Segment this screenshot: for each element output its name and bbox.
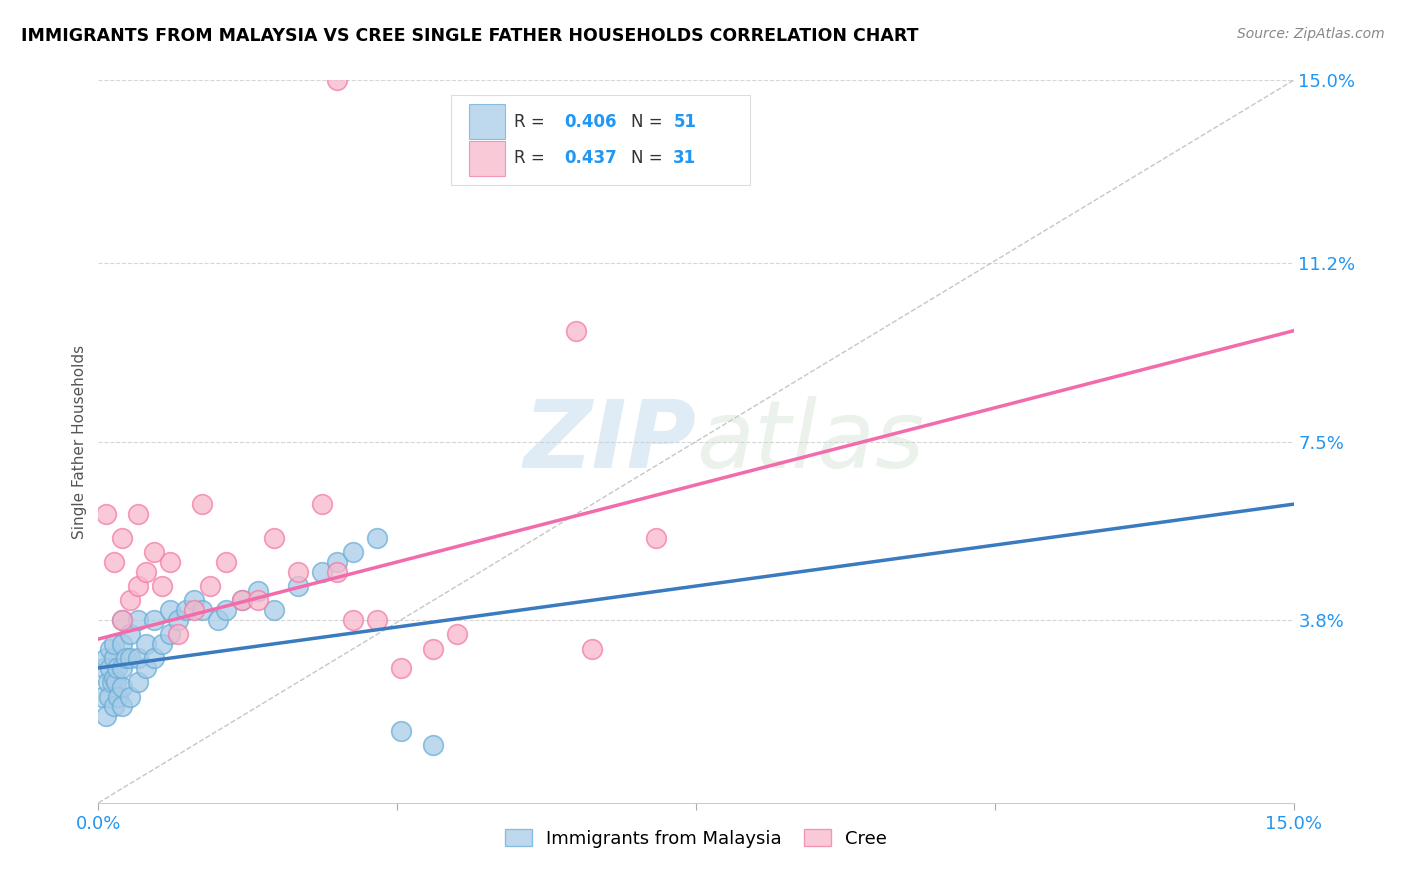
Point xyxy=(143,651,166,665)
Point xyxy=(150,579,173,593)
Point xyxy=(422,641,444,656)
Point xyxy=(111,661,134,675)
Y-axis label: Single Father Households: Single Father Households xyxy=(72,344,87,539)
Point xyxy=(111,699,134,714)
Point xyxy=(326,565,349,579)
Text: N =: N = xyxy=(631,149,668,167)
Point xyxy=(645,531,668,545)
Point xyxy=(135,565,157,579)
Point xyxy=(389,661,412,675)
Point xyxy=(111,613,134,627)
Point xyxy=(167,627,190,641)
Point xyxy=(93,661,115,675)
FancyBboxPatch shape xyxy=(470,141,505,176)
Point xyxy=(215,603,238,617)
Point xyxy=(120,627,142,641)
Point xyxy=(111,637,134,651)
Text: R =: R = xyxy=(515,149,550,167)
FancyBboxPatch shape xyxy=(451,95,749,185)
Point xyxy=(103,637,125,651)
Point xyxy=(389,723,412,738)
Text: atlas: atlas xyxy=(696,396,924,487)
Point xyxy=(191,603,214,617)
Point xyxy=(263,531,285,545)
Point xyxy=(215,555,238,569)
Point xyxy=(135,661,157,675)
Point xyxy=(135,637,157,651)
Point xyxy=(107,690,129,704)
Point xyxy=(446,627,468,641)
Point xyxy=(91,690,114,704)
Point xyxy=(96,709,118,723)
Point xyxy=(287,565,309,579)
Text: 0.406: 0.406 xyxy=(565,112,617,130)
Point xyxy=(326,555,349,569)
Text: Source: ZipAtlas.com: Source: ZipAtlas.com xyxy=(1237,27,1385,41)
Point xyxy=(326,73,349,87)
Point xyxy=(311,497,333,511)
Point xyxy=(103,555,125,569)
Point xyxy=(231,593,253,607)
Point xyxy=(246,583,269,598)
Point xyxy=(127,675,149,690)
Point xyxy=(143,613,166,627)
Point xyxy=(191,497,214,511)
Point xyxy=(159,603,181,617)
Point xyxy=(111,613,134,627)
Point xyxy=(183,603,205,617)
Point xyxy=(311,565,333,579)
Point xyxy=(231,593,253,607)
Point xyxy=(127,507,149,521)
Point xyxy=(127,579,149,593)
Text: R =: R = xyxy=(515,112,550,130)
Point xyxy=(263,603,285,617)
Point xyxy=(246,593,269,607)
Point xyxy=(342,613,364,627)
Point xyxy=(96,507,118,521)
Point xyxy=(127,651,149,665)
Point xyxy=(103,671,125,685)
Point xyxy=(159,627,181,641)
Point xyxy=(167,613,190,627)
Point xyxy=(183,593,205,607)
Point xyxy=(98,661,122,675)
Point xyxy=(103,651,125,665)
Point xyxy=(115,651,138,665)
Point xyxy=(97,675,120,690)
Point xyxy=(101,675,124,690)
FancyBboxPatch shape xyxy=(470,104,505,139)
Point xyxy=(120,593,142,607)
Point xyxy=(103,699,125,714)
Point xyxy=(104,675,127,690)
Point xyxy=(105,661,128,675)
Text: N =: N = xyxy=(631,112,668,130)
Point xyxy=(366,613,388,627)
Text: ZIP: ZIP xyxy=(523,395,696,488)
Point xyxy=(98,641,122,656)
Point xyxy=(111,680,134,694)
Legend: Immigrants from Malaysia, Cree: Immigrants from Malaysia, Cree xyxy=(498,822,894,855)
Point xyxy=(159,555,181,569)
Point xyxy=(422,738,444,752)
Point xyxy=(120,651,142,665)
Text: IMMIGRANTS FROM MALAYSIA VS CREE SINGLE FATHER HOUSEHOLDS CORRELATION CHART: IMMIGRANTS FROM MALAYSIA VS CREE SINGLE … xyxy=(21,27,918,45)
Text: 51: 51 xyxy=(673,112,696,130)
Point xyxy=(565,324,588,338)
Point xyxy=(120,690,142,704)
Point xyxy=(366,531,388,545)
Point xyxy=(96,651,118,665)
Point xyxy=(150,637,173,651)
Point xyxy=(207,613,229,627)
Point xyxy=(127,613,149,627)
Point xyxy=(581,641,603,656)
Point xyxy=(342,545,364,559)
Text: 0.437: 0.437 xyxy=(565,149,617,167)
Point xyxy=(111,531,134,545)
Point xyxy=(97,690,120,704)
Text: 31: 31 xyxy=(673,149,696,167)
Point xyxy=(174,603,197,617)
Point xyxy=(143,545,166,559)
Point xyxy=(287,579,309,593)
Point xyxy=(198,579,221,593)
